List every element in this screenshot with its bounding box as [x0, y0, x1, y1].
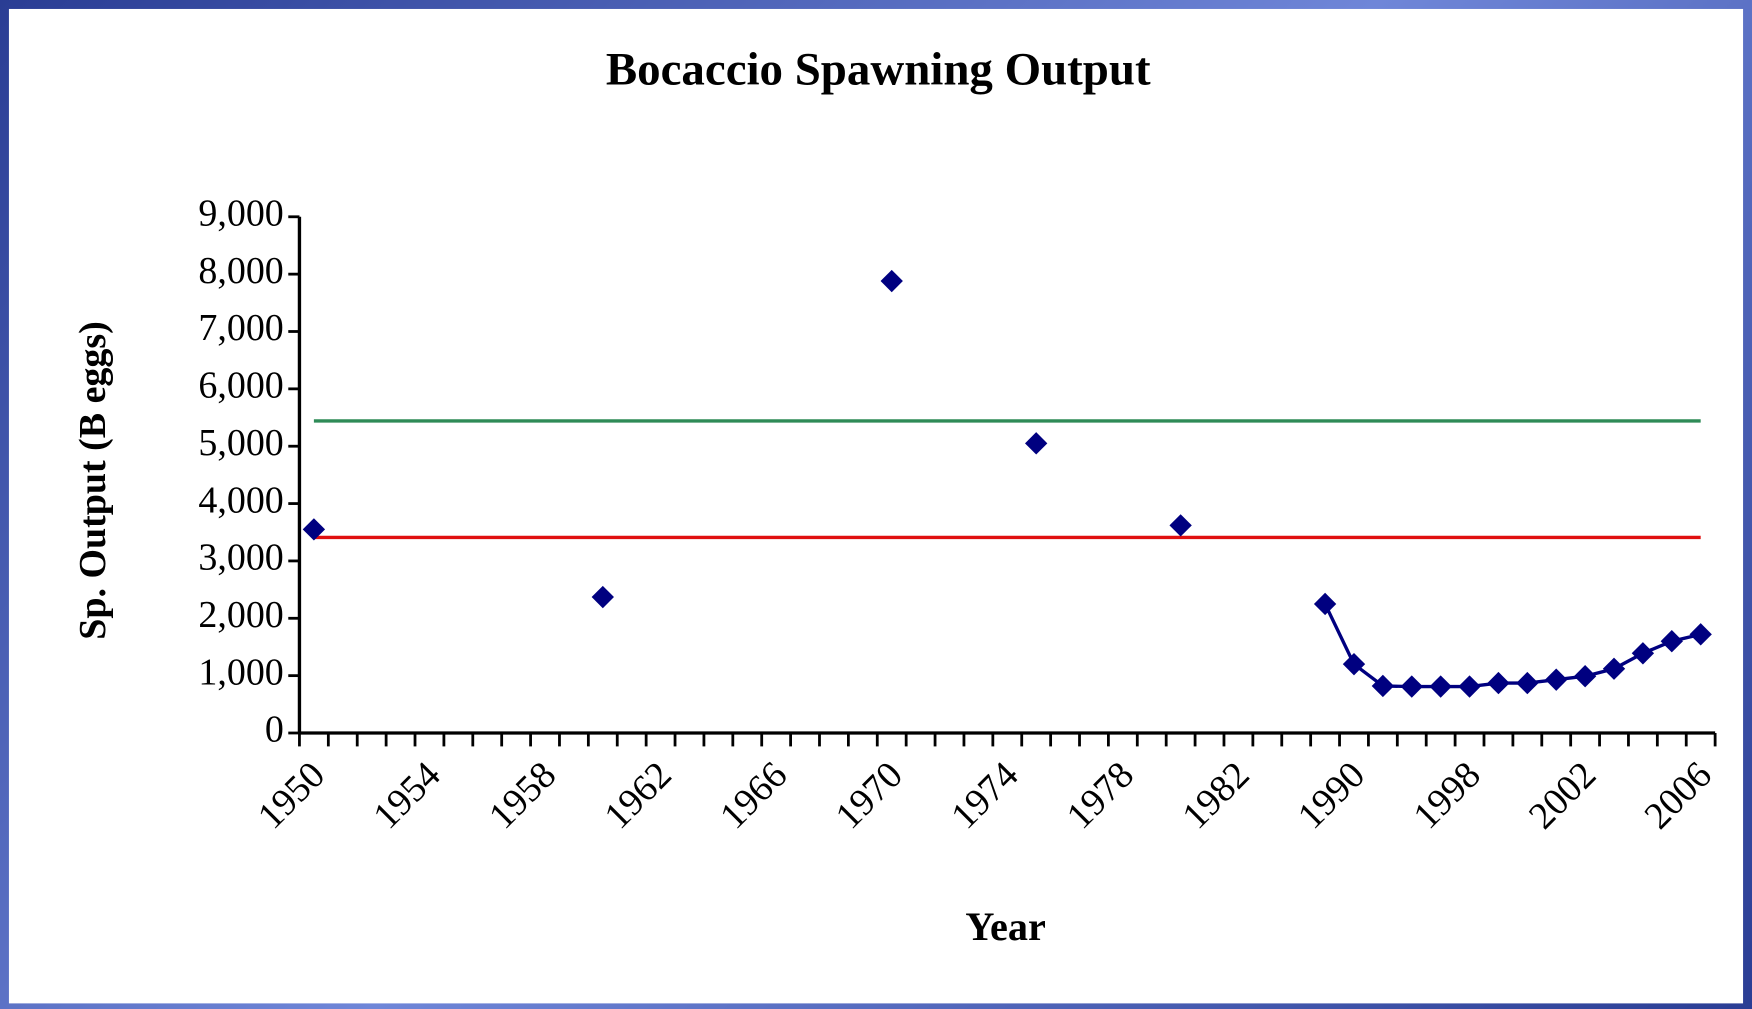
data-point: [1342, 652, 1366, 676]
y-tick-label: 0: [265, 709, 284, 751]
y-tick-label: 6,000: [198, 365, 283, 407]
data-point: [1371, 674, 1395, 698]
x-axis-title: Year: [965, 904, 1045, 949]
chart-title: Bocaccio Spawning Output: [606, 44, 1151, 96]
data-point: [302, 518, 326, 541]
data-point: [1516, 671, 1539, 695]
y-tick-label: 5,000: [198, 422, 283, 464]
data-point: [1400, 675, 1423, 698]
data-point: [591, 585, 614, 609]
data-point: [1025, 432, 1048, 455]
y-tick-label: 8,000: [198, 250, 283, 292]
y-tick-label: 9,000: [198, 193, 283, 235]
y-axis-title: Sp. Output (B eggs): [72, 321, 114, 640]
data-point: [1573, 665, 1597, 688]
y-tick-label: 2,000: [198, 594, 283, 636]
y-tick-label: 1,000: [198, 651, 283, 693]
y-tick-label: 7,000: [198, 307, 283, 349]
y-tick-label: 4,000: [198, 479, 283, 521]
data-point: [880, 269, 903, 293]
data-point: [1458, 675, 1481, 698]
data-point: [1429, 675, 1452, 698]
data-point: [1689, 623, 1712, 646]
y-tick-label: 3,000: [198, 537, 283, 579]
data-point: [1545, 668, 1568, 691]
